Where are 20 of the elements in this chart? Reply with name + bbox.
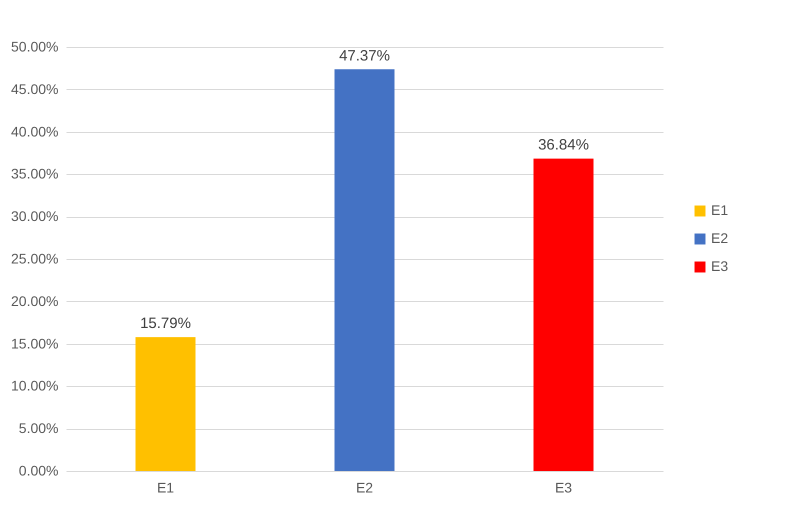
y-tick-label: 30.00% [11,208,58,224]
y-tick-label: 20.00% [11,292,58,309]
y-tick-label: 50.00% [11,38,58,54]
y-tick-label: 40.00% [11,123,58,140]
legend-label: E2 [711,230,728,246]
y-tick-label: 0.00% [18,462,58,478]
x-tick-label: E3 [554,480,572,496]
y-tick-label: 45.00% [11,80,58,97]
y-tick-label: 10.00% [11,378,58,394]
data-label: 47.37% [339,47,390,64]
x-tick-label: E1 [156,480,174,496]
legend-label: E3 [711,258,728,274]
y-tick-label: 15.00% [11,335,58,352]
data-label: 36.84% [538,136,589,154]
x-tick-label: E2 [356,480,374,496]
y-tick-label: 35.00% [11,166,58,182]
y-tick-label: 25.00% [11,250,58,266]
data-label: 15.79% [140,315,191,332]
y-tick-label: 5.00% [18,420,58,436]
legend-label: E1 [711,202,728,218]
